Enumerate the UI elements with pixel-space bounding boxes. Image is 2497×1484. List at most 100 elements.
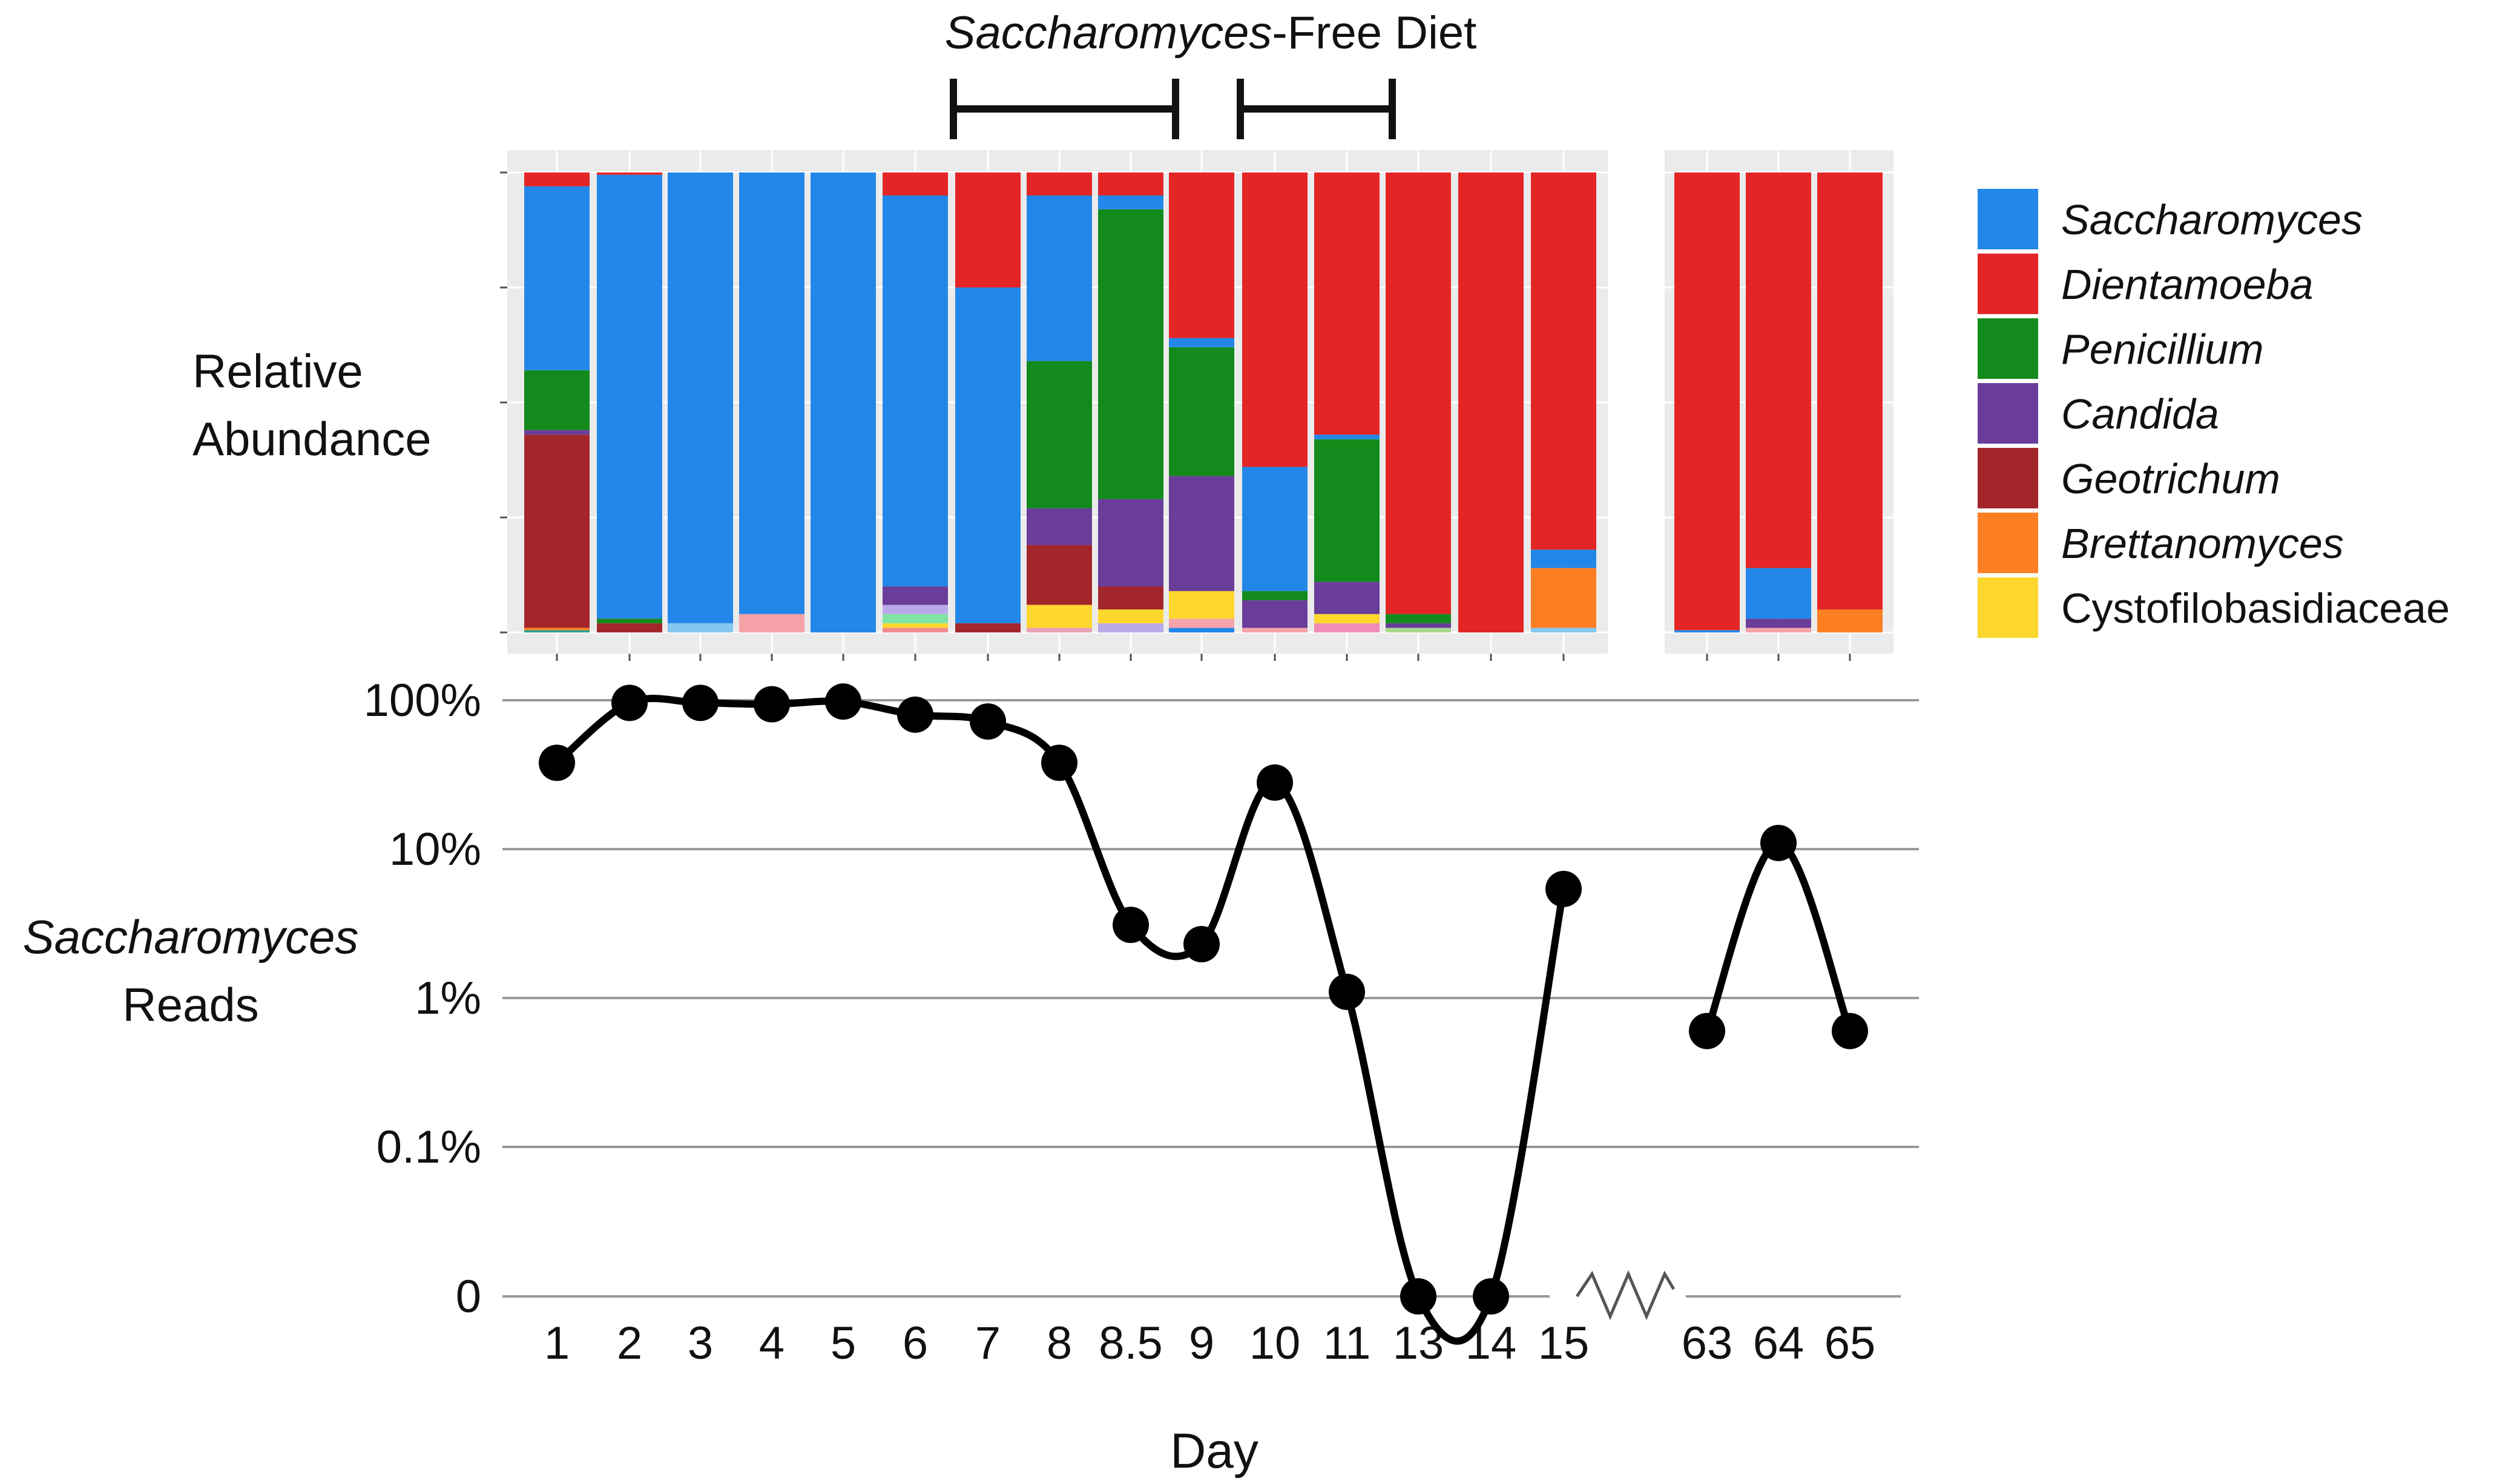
x-tick-label: 9 — [1189, 1318, 1214, 1369]
x-tick-label: 64 — [1753, 1318, 1804, 1369]
abundance-bars — [524, 172, 1883, 632]
minor-taxon-segment — [883, 628, 948, 632]
diet-annotation-title-rest: -Free Diet — [1272, 7, 1476, 59]
saccharomyces-segment — [597, 174, 662, 619]
legend-label: Dientamoeba — [2061, 261, 2313, 308]
bar-day-7 — [955, 172, 1021, 632]
reads-ylabel-rest: Reads — [122, 978, 258, 1031]
penicillium-segment — [1314, 439, 1380, 582]
dientamoeba-segment — [524, 172, 590, 186]
candida-segment — [883, 586, 948, 605]
dientamoeba-segment — [1674, 172, 1740, 631]
legend-item-saccharomyces: Saccharomyces — [1978, 189, 2363, 249]
abundance-ylabel-line1: Relative — [192, 344, 363, 398]
dientamoeba-segment — [1098, 172, 1163, 195]
bar-day-14 — [1458, 172, 1524, 632]
x-tick-label: 7 — [975, 1318, 1001, 1369]
saccharomyces-segment — [811, 172, 876, 632]
reads-point-day-10 — [1257, 764, 1293, 801]
saccharomyces-segment — [1242, 467, 1308, 591]
geotrichum-segment — [1027, 545, 1092, 605]
x-tick-label: 65 — [1824, 1318, 1876, 1369]
bar-day-8 — [1027, 172, 1092, 632]
dientamoeba-segment — [1027, 172, 1092, 195]
saccharomyces-segment — [1169, 338, 1234, 347]
cystofilobasidiaceae-segment — [1027, 605, 1092, 628]
bar-day-3 — [668, 172, 733, 632]
geotrichum-segment — [1098, 586, 1163, 609]
saccharomyces-segment — [1098, 195, 1163, 209]
diet-annotation: Saccharomyces-Free Diet — [945, 7, 1477, 139]
legend-label: Geotrichum — [2061, 455, 2280, 502]
legend-label: Penicillium — [2061, 326, 2264, 373]
penicillium-segment — [1027, 361, 1092, 508]
y-tick-label: 10% — [389, 824, 481, 875]
candida-segment — [524, 430, 590, 435]
y-tick-label: 0 — [456, 1271, 481, 1322]
reads-x-tick-labels: 1 2 3 4 5 6 7 8 8.5 9 10 11 13 14 15 63 64 65 — [544, 1318, 1875, 1369]
x-tick-label: 1 — [544, 1318, 570, 1369]
reads-line-segment-1 — [554, 694, 1567, 1345]
axis-break-zigzag — [1575, 1270, 1676, 1321]
abundance-chart: Relative Abundance — [192, 150, 1893, 661]
reads-point-day-3 — [682, 685, 719, 721]
reads-point-day-6 — [897, 696, 933, 733]
minor-taxon-segment — [668, 623, 733, 632]
saccharomyces-segment — [1531, 550, 1596, 568]
bar-day-6 — [883, 172, 948, 632]
bar-day-2 — [597, 172, 662, 632]
legend-item-cystofilobasidiaceae: Cystofilobasidiaceae — [1978, 577, 2450, 638]
legend-item-geotrichum: Geotrichum — [1978, 448, 2280, 508]
bar-day-63 — [1674, 172, 1740, 632]
saccharomyces-segment — [883, 195, 948, 586]
minor-taxon-segment — [1169, 628, 1234, 632]
reads-point-day-8.5 — [1113, 907, 1149, 944]
legend-swatch — [1978, 254, 2038, 314]
y-tick-label: 0.1% — [377, 1121, 481, 1173]
legend-item-candida: Candida — [1978, 383, 2219, 444]
minor-taxon-segment — [1242, 628, 1308, 632]
dientamoeba-segment — [883, 172, 948, 195]
dientamoeba-segment — [1242, 172, 1308, 467]
reads-point-day-64 — [1760, 824, 1797, 861]
minor-taxon-segment — [883, 614, 948, 623]
penicillium-segment — [597, 619, 662, 623]
minor-taxon-segment — [1027, 628, 1092, 632]
bar-day-9 — [1169, 172, 1234, 632]
candida-segment — [1242, 600, 1308, 628]
cystofilobasidiaceae-segment — [1169, 591, 1234, 619]
legend-swatch — [1978, 383, 2038, 444]
x-tick-label: 6 — [903, 1318, 928, 1369]
brettanomyces-segment — [1817, 609, 1883, 632]
x-tick-label: 3 — [688, 1318, 713, 1369]
saccharomyces-segment — [1027, 195, 1092, 361]
reads-point-day-9 — [1183, 926, 1220, 963]
reads-point-day-5 — [825, 683, 861, 720]
bar-day-65 — [1817, 172, 1883, 632]
legend-label: Cystofilobasidiaceae — [2061, 585, 2450, 632]
reads-points — [539, 683, 1868, 1315]
diet-annotation-title: Saccharomyces-Free Diet — [945, 7, 1477, 59]
legend-swatch — [1978, 513, 2038, 573]
reads-point-day-1 — [539, 744, 575, 781]
reads-gridlines — [502, 699, 1919, 1298]
candida-segment — [1314, 582, 1380, 614]
bar-day-4 — [739, 172, 804, 632]
bar-day-13 — [1386, 172, 1451, 632]
candida-segment — [1098, 499, 1163, 586]
x-tick-label: 14 — [1466, 1318, 1517, 1369]
minor-taxon-segment — [1531, 628, 1596, 632]
legend: Saccharomyces Dientamoeba Penicillium Candi… — [1978, 189, 2450, 638]
reads-point-day-65 — [1832, 1013, 1868, 1049]
reads-point-day-4 — [754, 686, 790, 723]
y-tick-label: 1% — [415, 973, 481, 1024]
bar-day-8.5 — [1098, 172, 1163, 632]
abundance-ylabel: Relative Abundance — [192, 344, 432, 465]
minor-taxon-segment — [1314, 623, 1380, 632]
saccharomyces-segment — [1746, 568, 1811, 619]
dientamoeba-segment — [955, 172, 1021, 287]
geotrichum-segment — [524, 435, 590, 628]
geotrichum-segment — [597, 623, 662, 632]
